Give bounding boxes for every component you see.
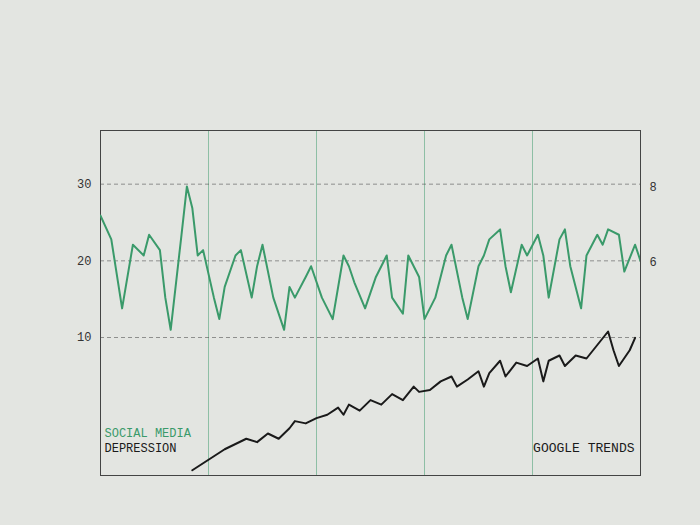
- svg-text:20: 20: [77, 255, 91, 269]
- svg-text:DEPRESSION: DEPRESSION: [105, 442, 177, 456]
- svg-text:SOCIAL MEDIA: SOCIAL MEDIA: [105, 427, 192, 441]
- svg-text:6: 6: [650, 256, 657, 270]
- svg-text:GOOGLE TRENDS: GOOGLE TRENDS: [533, 441, 635, 456]
- svg-text:10: 10: [77, 331, 91, 345]
- svg-text:30: 30: [77, 178, 91, 192]
- svg-text:8: 8: [650, 181, 657, 195]
